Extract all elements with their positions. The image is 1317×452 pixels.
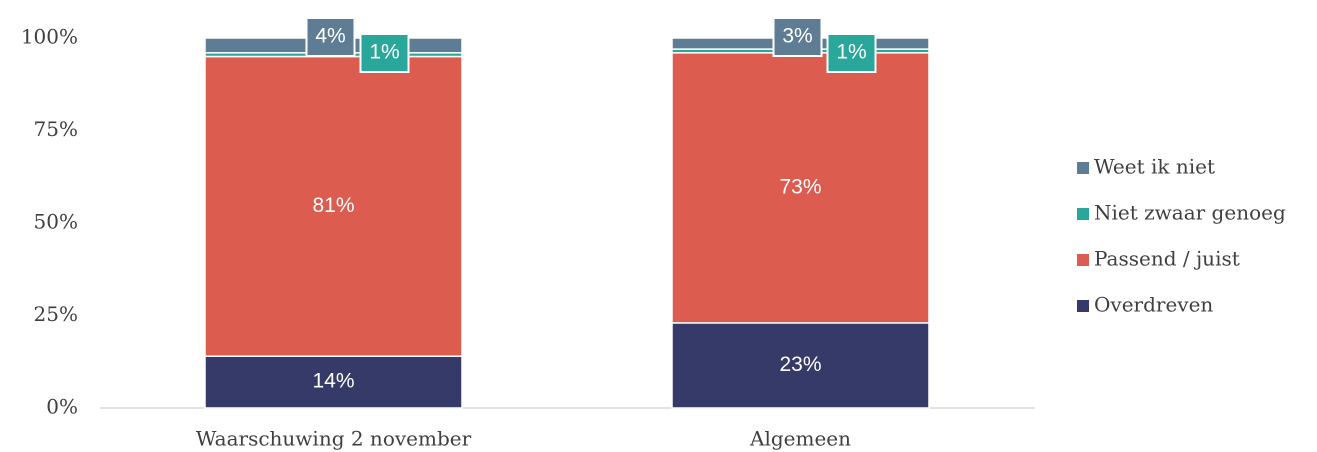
legend-swatch bbox=[1077, 162, 1089, 174]
y-tick-label: 100% bbox=[21, 25, 78, 49]
y-tick-label: 25% bbox=[34, 302, 78, 326]
legend-label: Weet ik niet bbox=[1094, 155, 1215, 179]
legend-label: Niet zwaar genoeg bbox=[1094, 201, 1286, 225]
legend-swatch bbox=[1077, 208, 1089, 220]
label-box bbox=[826, 33, 877, 73]
data-label: 1% bbox=[836, 41, 866, 64]
legend-label: Overdreven bbox=[1094, 293, 1213, 317]
data-label: 73% bbox=[779, 175, 821, 198]
bar-segment bbox=[204, 355, 463, 409]
y-tick-label: 50% bbox=[34, 210, 78, 234]
legend-swatch bbox=[1077, 300, 1089, 312]
y-tick-label: 0% bbox=[46, 395, 78, 419]
bar-segment bbox=[671, 322, 930, 409]
data-label: 4% bbox=[315, 25, 345, 48]
data-label: 1% bbox=[369, 41, 399, 64]
legend-label: Passend / juist bbox=[1094, 247, 1240, 271]
label-box bbox=[359, 33, 410, 73]
data-label: 23% bbox=[779, 353, 821, 376]
data-label: 81% bbox=[312, 194, 354, 217]
label-box bbox=[305, 17, 356, 57]
legend-swatch bbox=[1077, 254, 1089, 266]
y-tick-label: 75% bbox=[34, 117, 78, 141]
x-tick-label: Algemeen bbox=[749, 427, 851, 451]
x-tick-label: Waarschuwing 2 november bbox=[196, 427, 472, 451]
data-label: 3% bbox=[782, 25, 812, 48]
data-label: 14% bbox=[312, 370, 354, 393]
bar-segment bbox=[671, 52, 930, 324]
label-box bbox=[772, 17, 823, 57]
bar-segment bbox=[204, 55, 463, 357]
